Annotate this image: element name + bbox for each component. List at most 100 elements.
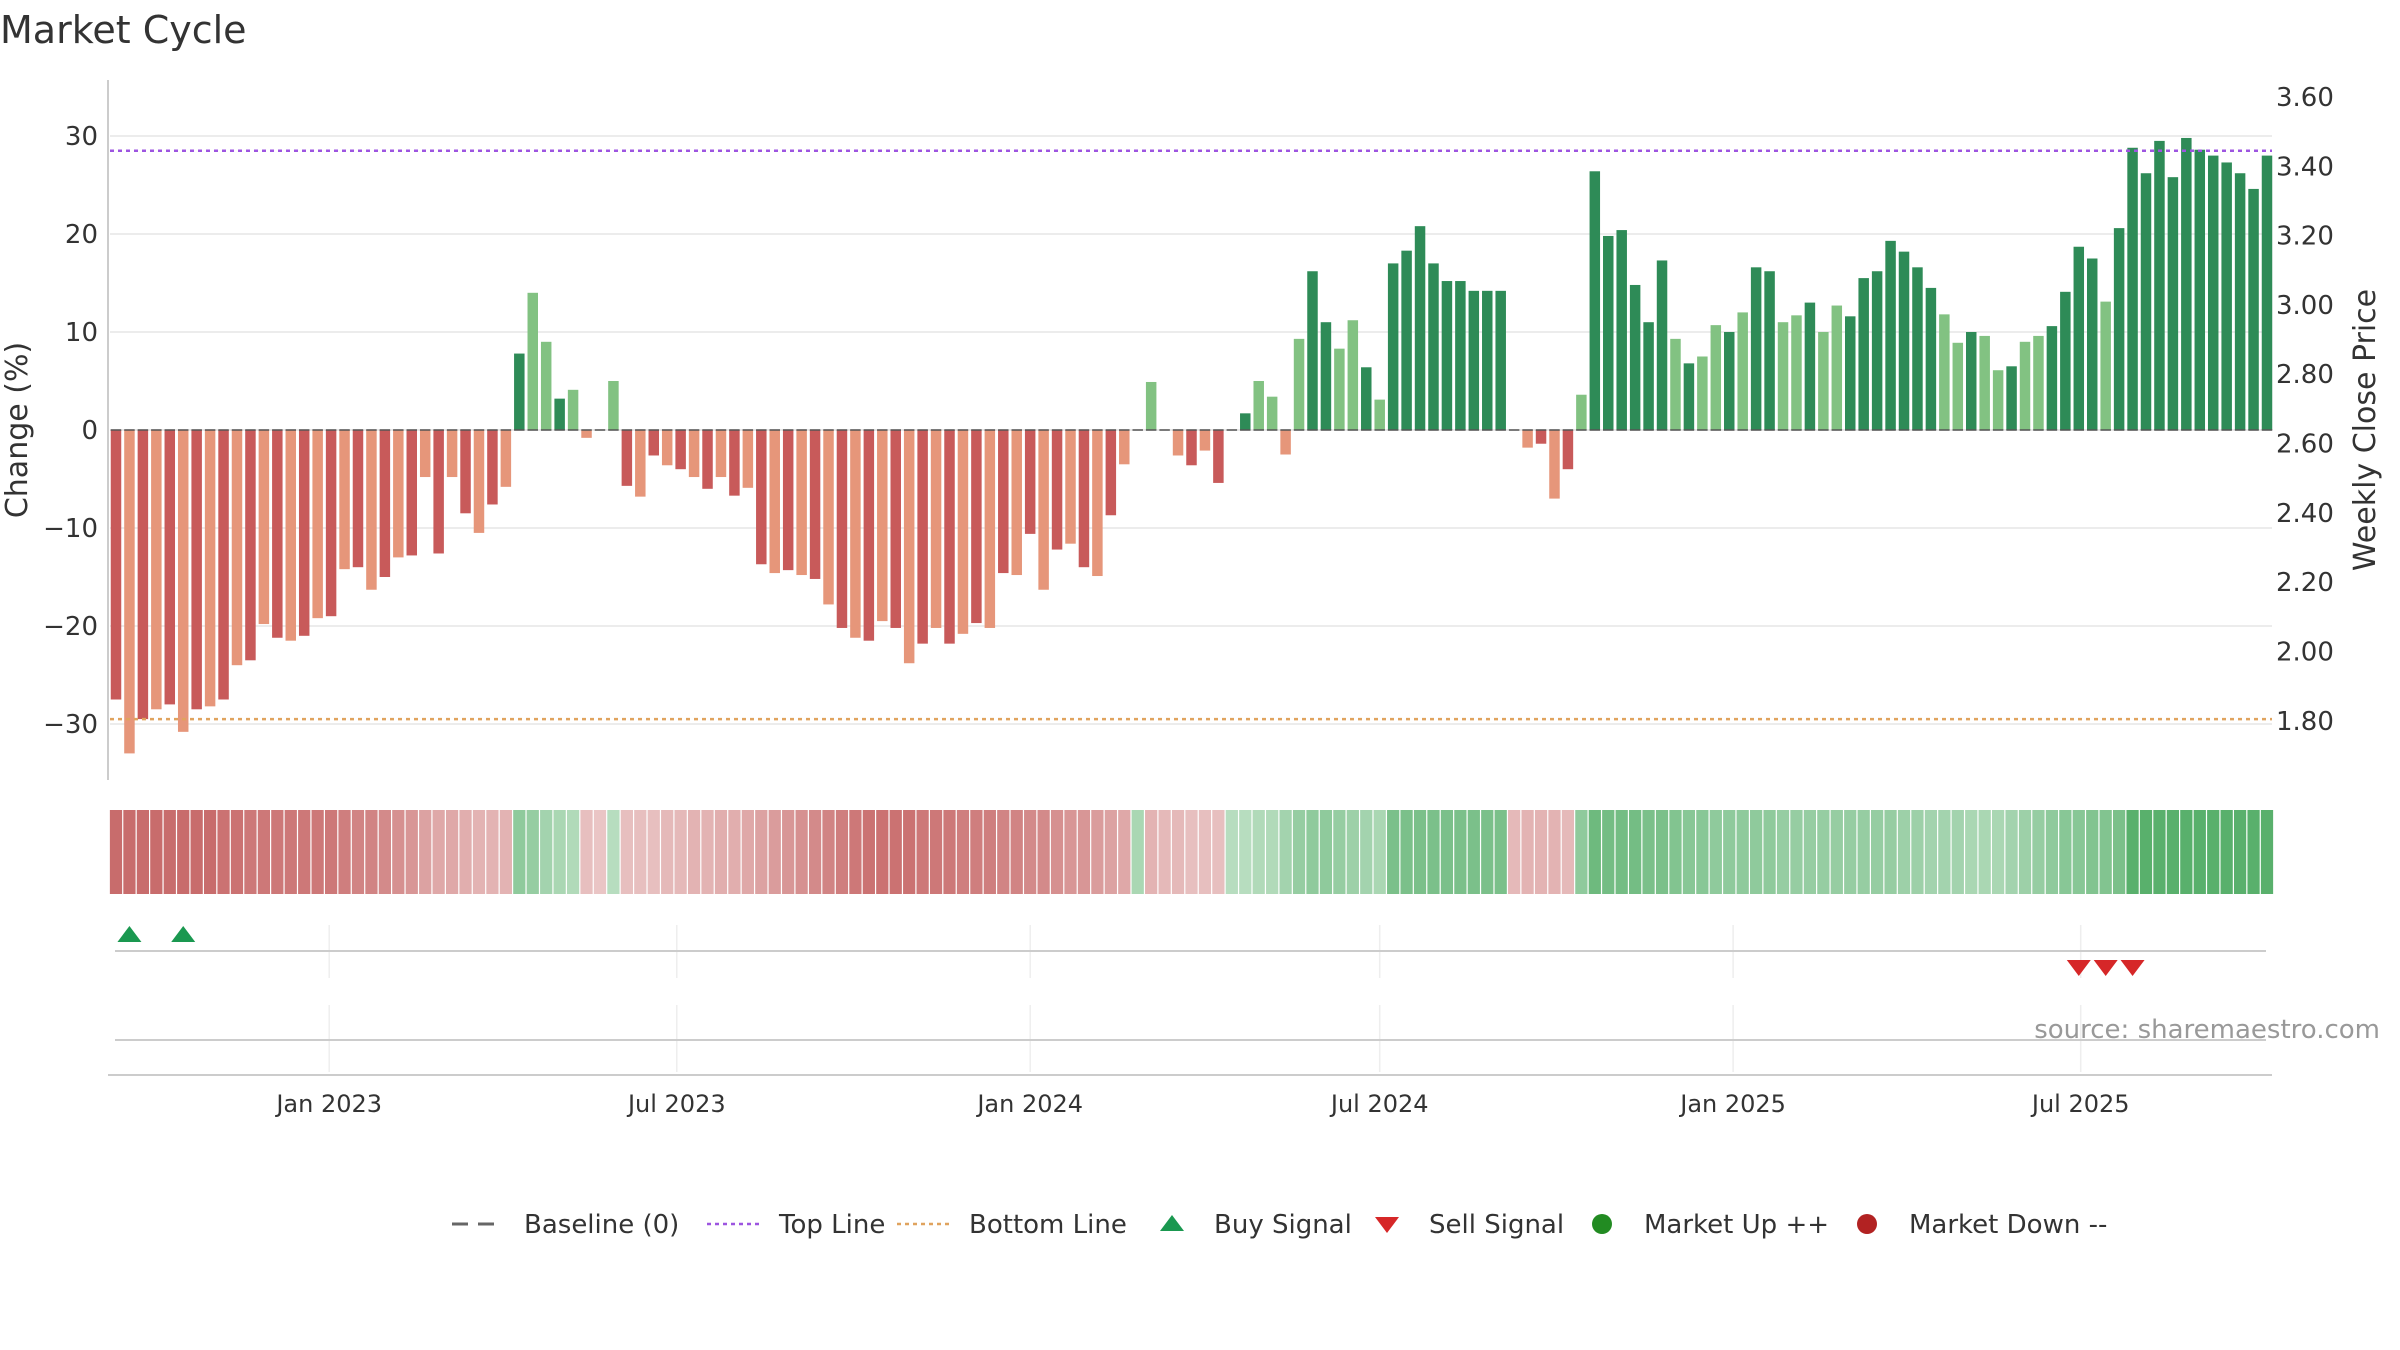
bar xyxy=(151,430,162,710)
bar xyxy=(540,341,552,430)
heat-cell xyxy=(1306,810,1319,894)
bar xyxy=(406,430,418,556)
heat-cell xyxy=(1212,810,1225,894)
bar xyxy=(1818,332,1829,430)
heat-cell xyxy=(2032,810,2045,894)
heat-cell xyxy=(607,810,620,894)
heat-cell xyxy=(1844,810,1857,894)
y2-axis-label: Weekly Close Price xyxy=(2348,289,2383,571)
heat-cell xyxy=(2247,810,2260,894)
y-axis-label: Change (%) xyxy=(0,342,35,518)
bar xyxy=(1334,348,1345,430)
bar xyxy=(164,430,176,705)
x-tick-label: Jul 2025 xyxy=(2030,1090,2130,1118)
bar xyxy=(2127,147,2138,430)
heat-cell xyxy=(2112,810,2126,894)
bar xyxy=(1643,322,1654,430)
heat-cell xyxy=(2193,810,2206,894)
heat-cell xyxy=(1360,810,1373,894)
bar xyxy=(2046,326,2058,430)
heat-cell xyxy=(1830,810,1843,894)
bar xyxy=(419,430,431,478)
heat-cell xyxy=(593,810,607,894)
y2-tick-label: 2.00 xyxy=(2276,637,2334,667)
sell-signal-marker xyxy=(2093,960,2118,976)
bar xyxy=(1804,302,1816,430)
bar xyxy=(218,430,229,700)
bar xyxy=(1737,312,1748,430)
buy-signal-marker xyxy=(171,926,196,942)
heat-cell xyxy=(620,810,633,894)
legend-buy-icon xyxy=(1160,1215,1184,1231)
x-tick-label: Jul 2024 xyxy=(1329,1090,1429,1118)
heat-cell xyxy=(324,810,338,894)
bar xyxy=(1495,290,1506,430)
heat-cell xyxy=(499,810,512,894)
x-tick-label: Jul 2023 xyxy=(626,1090,726,1118)
y2-tick-label: 2.40 xyxy=(2276,499,2334,529)
bar xyxy=(2019,341,2031,430)
heat-cell xyxy=(1871,810,1884,894)
heat-cell xyxy=(1938,810,1951,894)
bar xyxy=(1522,430,1533,448)
heat-cell xyxy=(392,810,405,894)
bar xyxy=(2073,246,2085,430)
bar xyxy=(1414,226,1426,430)
bar xyxy=(137,430,149,720)
bar xyxy=(1750,267,1762,430)
bar xyxy=(1629,284,1641,430)
bar xyxy=(1441,281,1453,430)
bar xyxy=(2033,335,2044,430)
heat-cell xyxy=(2005,810,2018,894)
y2-tick-label: 2.80 xyxy=(2276,360,2334,390)
bar xyxy=(635,430,646,497)
heat-cell xyxy=(997,810,1010,894)
bar xyxy=(1011,430,1022,576)
heat-cell xyxy=(701,810,714,894)
bar xyxy=(903,430,915,664)
x-tick-label: Jan 2025 xyxy=(1678,1090,1786,1118)
heat-cell xyxy=(163,810,176,894)
heat-cell xyxy=(1992,810,2005,894)
heat-cell xyxy=(405,810,418,894)
heat-cell xyxy=(513,810,526,894)
heat-cell xyxy=(217,810,230,894)
heat-cell xyxy=(1239,810,1252,894)
heat-cell xyxy=(365,810,378,894)
bar xyxy=(1065,430,1076,544)
heat-cell xyxy=(674,810,687,894)
heat-cell xyxy=(956,810,970,894)
bar xyxy=(702,430,713,489)
bar xyxy=(729,430,740,496)
heat-cell xyxy=(298,810,311,894)
heat-cell xyxy=(351,810,365,894)
bar xyxy=(1576,394,1587,430)
heat-cell xyxy=(1091,810,1104,894)
bar xyxy=(1710,325,1722,430)
bar xyxy=(675,430,686,470)
heat-cell xyxy=(1965,810,1978,894)
bar xyxy=(2261,155,2273,430)
heat-cell xyxy=(2139,810,2153,894)
heat-cell xyxy=(1709,810,1722,894)
heat-cell xyxy=(1346,810,1359,894)
y2-tick-label: 3.60 xyxy=(2276,83,2334,113)
heat-cell xyxy=(2018,810,2032,894)
bar xyxy=(325,430,337,617)
bar xyxy=(1925,287,1937,430)
bar xyxy=(1871,271,1883,430)
heat-cell xyxy=(1776,810,1790,894)
y-tick-label: 0 xyxy=(81,416,98,446)
bar xyxy=(1024,430,1036,534)
heat-cell xyxy=(419,810,432,894)
heat-cell xyxy=(1521,810,1534,894)
sell-signal-marker xyxy=(2120,960,2145,976)
heat-cell xyxy=(1655,810,1669,894)
heat-cell xyxy=(2059,810,2072,894)
bar xyxy=(1280,430,1291,455)
heat-cell xyxy=(109,810,123,894)
heat-cell xyxy=(687,810,701,894)
bar xyxy=(769,430,780,574)
bar xyxy=(446,430,458,478)
heat-cell xyxy=(1225,810,1238,894)
